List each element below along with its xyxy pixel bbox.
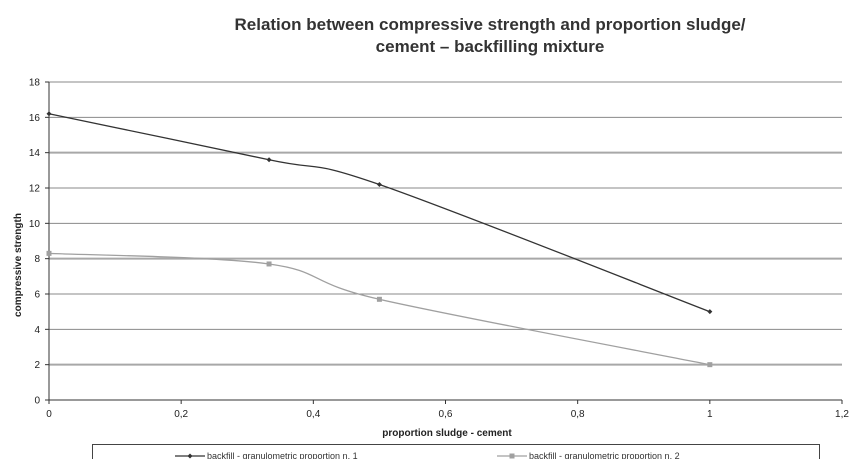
x-tick-labels: 0 0,2 0,4 0,6 0,8 1 1,2 bbox=[46, 409, 849, 420]
legend-marker bbox=[187, 453, 193, 459]
x-axis-title: proportion sludge - cement bbox=[382, 428, 512, 439]
y-axis-title: compressive strength bbox=[13, 213, 24, 317]
y-tick-labels: 0 2 4 6 8 10 12 14 16 18 bbox=[29, 78, 41, 407]
y-tick-label: 8 bbox=[34, 254, 40, 265]
y-tick-label: 16 bbox=[29, 113, 41, 124]
y-tick-label: 6 bbox=[34, 290, 40, 301]
x-tick-label: 1 bbox=[707, 409, 713, 420]
y-tick-label: 0 bbox=[34, 396, 40, 407]
data-point bbox=[707, 309, 713, 315]
legend-label: backfill - granulometric proportion n. 2 bbox=[529, 451, 680, 459]
x-tick-label: 0,2 bbox=[174, 409, 188, 420]
y-tick-label: 10 bbox=[29, 219, 41, 230]
data-point bbox=[46, 250, 52, 256]
data-point bbox=[376, 181, 382, 187]
data-point bbox=[266, 157, 272, 163]
x-tick-label: 0,4 bbox=[306, 409, 320, 420]
data-point bbox=[376, 296, 382, 302]
grid-lines bbox=[49, 81, 842, 366]
legend-box bbox=[92, 444, 820, 459]
y-tick-label: 2 bbox=[34, 360, 40, 371]
chart-title-line-1: Relation between compressive strength an… bbox=[234, 15, 746, 34]
data-point bbox=[46, 111, 52, 117]
x-tick-label: 0 bbox=[46, 409, 52, 420]
legend-marker bbox=[509, 453, 515, 459]
x-tick-label: 1,2 bbox=[835, 409, 849, 420]
y-tick-label: 18 bbox=[29, 78, 41, 89]
series-line-1 bbox=[48, 113, 711, 313]
data-point bbox=[266, 261, 272, 267]
y-tick-label: 4 bbox=[34, 325, 40, 336]
chart-title-line-2: cement – backfilling mixture bbox=[375, 37, 605, 56]
x-tick-label: 0,6 bbox=[439, 409, 453, 420]
y-tick-label: 14 bbox=[29, 148, 41, 159]
data-point bbox=[707, 362, 713, 368]
axes bbox=[45, 81, 843, 404]
legend: backfill - granulometric proportion n. 1… bbox=[92, 444, 820, 459]
legend-label: backfill - granulometric proportion n. 1 bbox=[207, 451, 358, 459]
series-line-2 bbox=[48, 252, 710, 366]
y-tick-label: 12 bbox=[29, 184, 41, 195]
x-tick-label: 0,8 bbox=[571, 409, 585, 420]
data-series bbox=[46, 111, 713, 368]
